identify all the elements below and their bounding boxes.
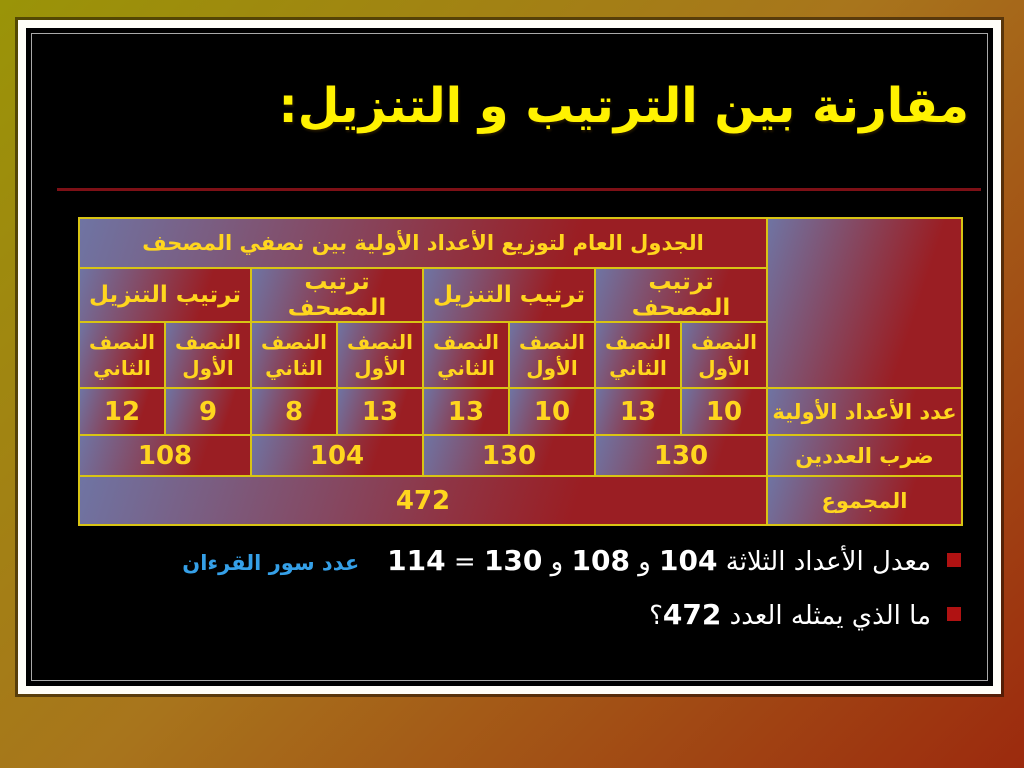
product-value: 130 bbox=[594, 434, 768, 477]
slide-frame: مقارنة بين الترتيب و التنزيل: الجدول الع… bbox=[18, 20, 1001, 694]
row-label-total: المجموع bbox=[766, 475, 963, 526]
half-header: النصف الأول bbox=[164, 321, 252, 389]
bullet-segment: و bbox=[629, 546, 660, 577]
table-row: ضرب العددين 130 130 104 108 bbox=[78, 434, 963, 477]
prime-count-value: 9 bbox=[164, 387, 252, 436]
row-label-product: ضرب العددين bbox=[766, 434, 963, 477]
group-header-mushaf-2: ترتيب المصحف bbox=[250, 267, 424, 323]
bullet-segment: = bbox=[445, 546, 484, 577]
prime-count-value: 10 bbox=[508, 387, 596, 436]
product-value: 130 bbox=[422, 434, 596, 477]
prime-count-value: 8 bbox=[250, 387, 338, 436]
bullet-segment: ؟ bbox=[649, 600, 663, 631]
table-row: ترتيب المصحف ترتيب التنزيل ترتيب المصحف … bbox=[78, 267, 962, 323]
bullet-square-icon bbox=[947, 553, 961, 567]
table-corner-cell bbox=[766, 217, 963, 389]
bullet-segment: معدل الأعداد الثلاثة bbox=[717, 546, 931, 577]
prime-count-value: 13 bbox=[422, 387, 510, 436]
number-472: 472 bbox=[662, 597, 722, 631]
number-114: 114 bbox=[387, 543, 446, 577]
table-main-header: الجدول العام لتوزيع الأعداد الأولية بين … bbox=[78, 217, 768, 269]
table-row: المجموع 472 bbox=[78, 475, 963, 526]
number-104: 104 bbox=[659, 543, 718, 577]
title-underline bbox=[57, 188, 981, 191]
number-108: 108 bbox=[571, 543, 630, 577]
primes-distribution-table: الجدول العام لتوزيع الأعداد الأولية بين … bbox=[78, 217, 963, 526]
bullet-segment: و bbox=[542, 546, 572, 577]
bullet-item-question: ما الذي يمثله العدد 472؟ bbox=[66, 594, 961, 634]
half-header: النصف الثاني bbox=[250, 321, 338, 389]
product-value: 104 bbox=[250, 434, 424, 477]
prime-count-value: 10 bbox=[680, 387, 768, 436]
product-value: 108 bbox=[78, 434, 252, 477]
bullet-text-question: ما الذي يمثله العدد 472؟ bbox=[649, 598, 931, 631]
half-header: النصف الأول bbox=[508, 321, 596, 389]
half-header: النصف الثاني bbox=[422, 321, 510, 389]
prime-count-value: 13 bbox=[336, 387, 424, 436]
table-row: الجدول العام لتوزيع الأعداد الأولية بين … bbox=[78, 217, 963, 389]
bullet-list: معدل الأعداد الثلاثة 104 و 108 و 130 = 1… bbox=[66, 540, 961, 648]
slide-title: مقارنة بين الترتيب و التنزيل: bbox=[278, 78, 970, 134]
bullet-segment: ما الذي يمثله العدد bbox=[721, 600, 931, 631]
number-130: 130 bbox=[483, 543, 543, 577]
prime-count-value: 13 bbox=[594, 387, 682, 436]
half-header: النصف الثاني bbox=[78, 321, 166, 389]
group-header-tanzil-1: ترتيب التنزيل bbox=[422, 267, 596, 323]
bullet-item-average: معدل الأعداد الثلاثة 104 و 108 و 130 = 1… bbox=[66, 540, 961, 580]
table-row: النصف الأول النصف الثاني النصف الأول الن… bbox=[78, 321, 962, 389]
bullet-square-icon bbox=[947, 607, 961, 621]
quran-surah-count-note: عدد سور القرءان bbox=[182, 550, 360, 575]
half-header: النصف الأول bbox=[680, 321, 768, 389]
group-header-mushaf-1: ترتيب المصحف bbox=[594, 267, 768, 323]
group-header-tanzil-2: ترتيب التنزيل bbox=[78, 267, 252, 323]
half-header: النصف الأول bbox=[336, 321, 424, 389]
prime-count-value: 12 bbox=[78, 387, 166, 436]
half-header: النصف الثاني bbox=[594, 321, 682, 389]
total-value: 472 bbox=[78, 475, 768, 526]
table-row: عدد الأعداد الأولية 10 13 10 13 13 8 9 1… bbox=[78, 387, 963, 436]
row-label-prime-count: عدد الأعداد الأولية bbox=[766, 387, 963, 436]
bullet-text-average: معدل الأعداد الثلاثة 104 و 108 و 130 = 1… bbox=[182, 544, 931, 577]
